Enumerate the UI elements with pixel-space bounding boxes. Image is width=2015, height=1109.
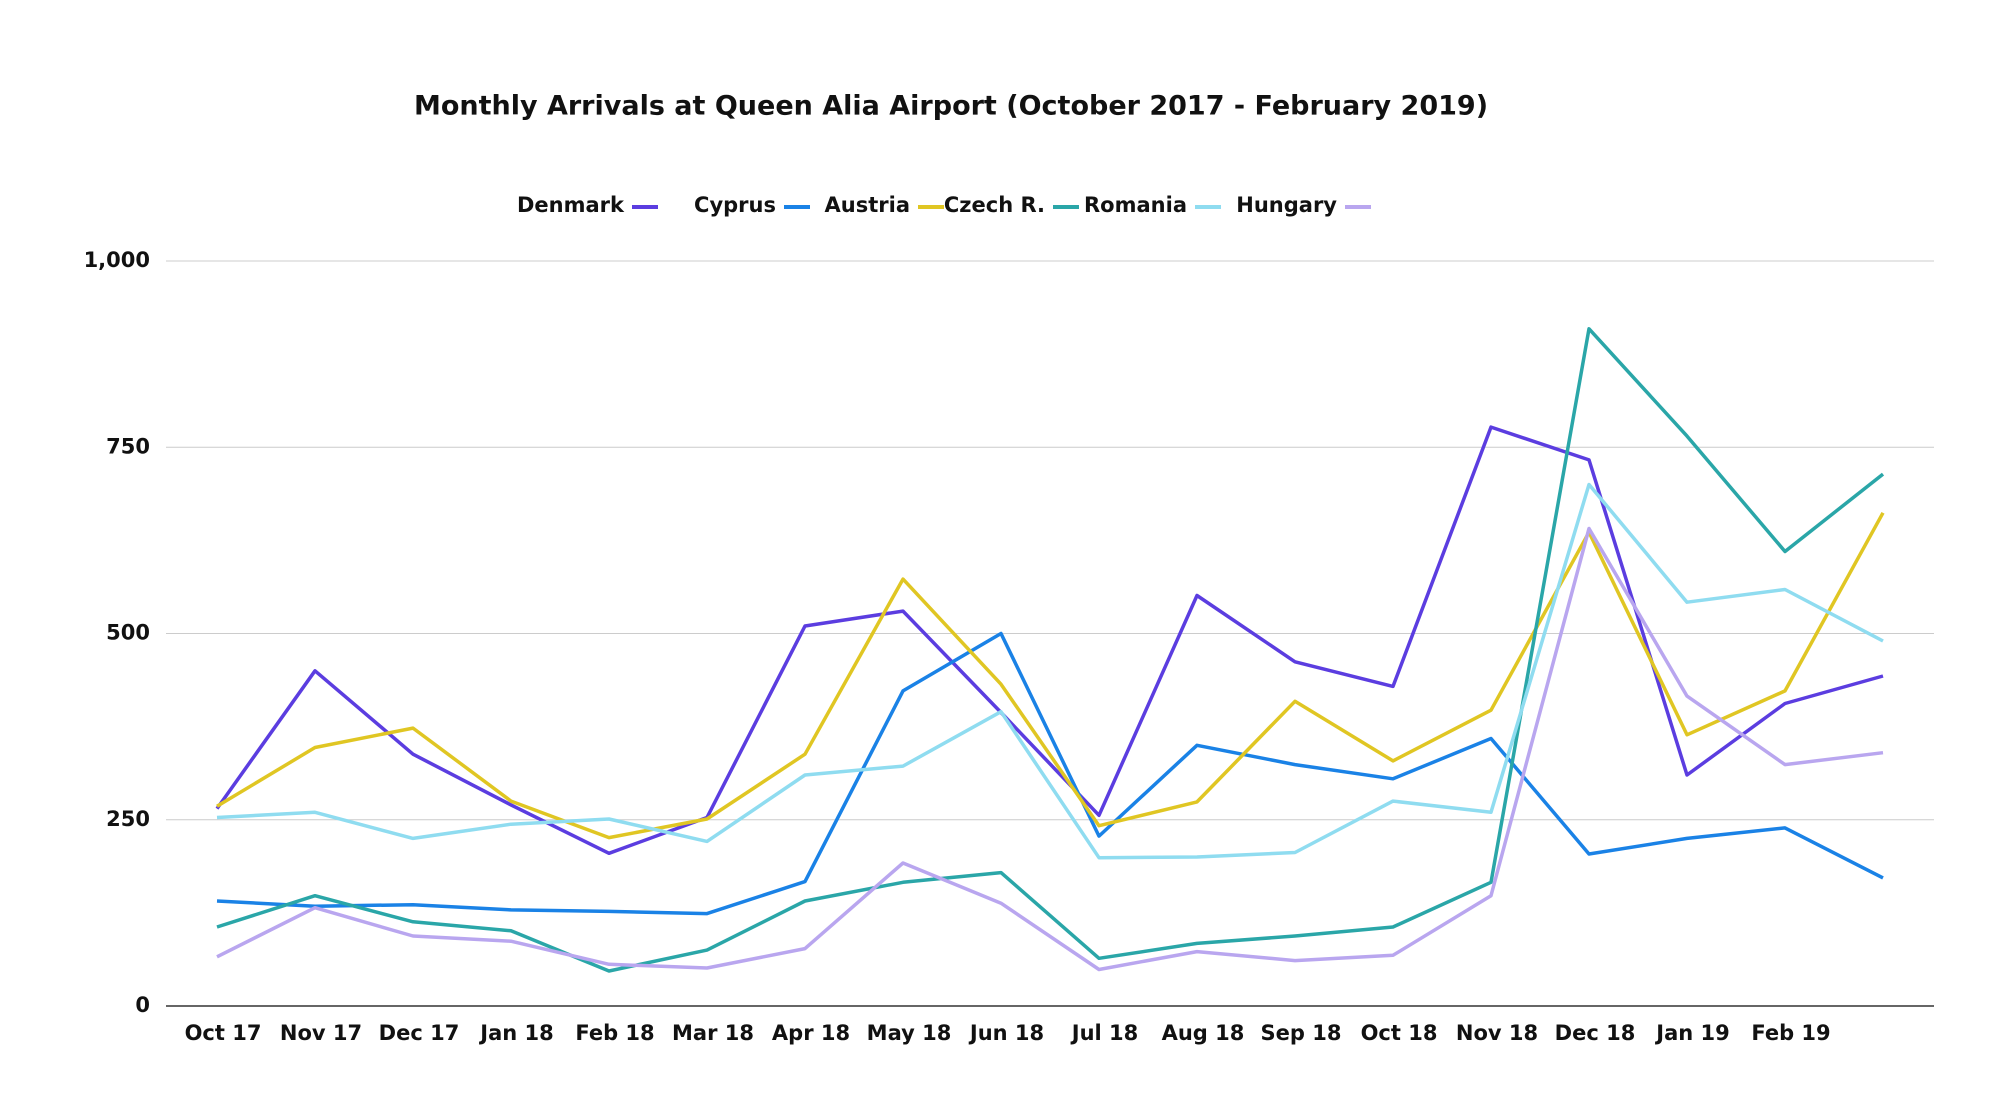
x-tick-label: Jan 18 [478, 1021, 553, 1045]
chart-title: Monthly Arrivals at Queen Alia Airport (… [414, 91, 1488, 122]
y-tick-label: 1,000 [84, 248, 150, 272]
legend-label: Romania [1084, 193, 1187, 217]
y-tick-label: 500 [106, 621, 150, 645]
legend-label: Czech R. [944, 193, 1045, 217]
y-tick-label: 250 [106, 807, 150, 831]
y-tick-label: 750 [106, 434, 150, 458]
x-tick-label: Jul 18 [1070, 1021, 1139, 1045]
x-tick-label: Nov 17 [280, 1021, 362, 1045]
x-tick-label: Sep 18 [1261, 1021, 1342, 1045]
y-tick-label: 0 [135, 993, 150, 1017]
legend-label: Denmark [517, 193, 625, 217]
x-tick-label: Jun 18 [968, 1021, 1044, 1045]
series-line [216, 482, 1884, 860]
series-line [216, 511, 1885, 840]
x-tick-label: Mar 18 [672, 1021, 754, 1045]
legend-label: Austria [825, 193, 910, 217]
x-tick-label: Apr 18 [772, 1021, 850, 1045]
series-line [216, 327, 1885, 973]
x-tick-label: Feb 19 [1751, 1021, 1830, 1045]
series-line [216, 631, 1884, 916]
x-tick-label: Aug 18 [1162, 1021, 1245, 1045]
x-tick-label: Dec 17 [379, 1021, 460, 1045]
series-line [215, 425, 1884, 856]
x-tick-label: May 18 [867, 1021, 952, 1045]
x-tick-label: Feb 18 [575, 1021, 654, 1045]
x-tick-label: Oct 18 [1361, 1021, 1438, 1045]
legend-label: Hungary [1236, 193, 1337, 217]
x-tick-label: Oct 17 [185, 1021, 262, 1045]
x-tick-label: Jan 19 [1654, 1021, 1729, 1045]
series-line [216, 526, 1884, 972]
x-tick-label: Dec 18 [1555, 1021, 1636, 1045]
x-tick-label: Nov 18 [1456, 1021, 1538, 1045]
legend-label: Cyprus [694, 193, 776, 217]
